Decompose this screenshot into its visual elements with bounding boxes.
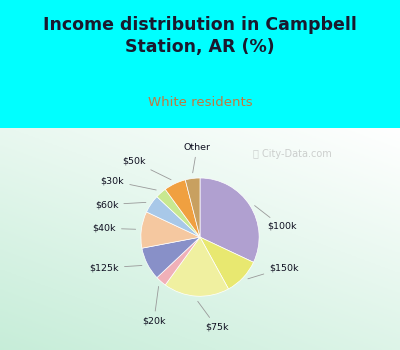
Text: $75k: $75k — [198, 301, 228, 331]
Text: ⓘ City-Data.com: ⓘ City-Data.com — [253, 149, 331, 159]
Text: $20k: $20k — [142, 286, 166, 326]
Wedge shape — [157, 189, 200, 237]
Wedge shape — [200, 178, 259, 262]
Wedge shape — [165, 180, 200, 237]
Text: $30k: $30k — [101, 176, 156, 190]
Text: Other: Other — [184, 143, 210, 173]
Text: Income distribution in Campbell
Station, AR (%): Income distribution in Campbell Station,… — [43, 16, 357, 56]
Text: $40k: $40k — [92, 224, 136, 233]
Wedge shape — [142, 237, 200, 278]
Wedge shape — [185, 178, 200, 237]
Text: $150k: $150k — [248, 263, 299, 279]
Wedge shape — [165, 237, 228, 296]
Text: $60k: $60k — [95, 200, 146, 209]
Wedge shape — [141, 212, 200, 248]
Text: $100k: $100k — [255, 205, 296, 231]
Text: $50k: $50k — [122, 157, 171, 180]
Text: $125k: $125k — [90, 263, 142, 272]
Wedge shape — [157, 237, 200, 285]
Wedge shape — [146, 197, 200, 237]
Text: White residents: White residents — [148, 96, 252, 109]
Wedge shape — [200, 237, 254, 289]
